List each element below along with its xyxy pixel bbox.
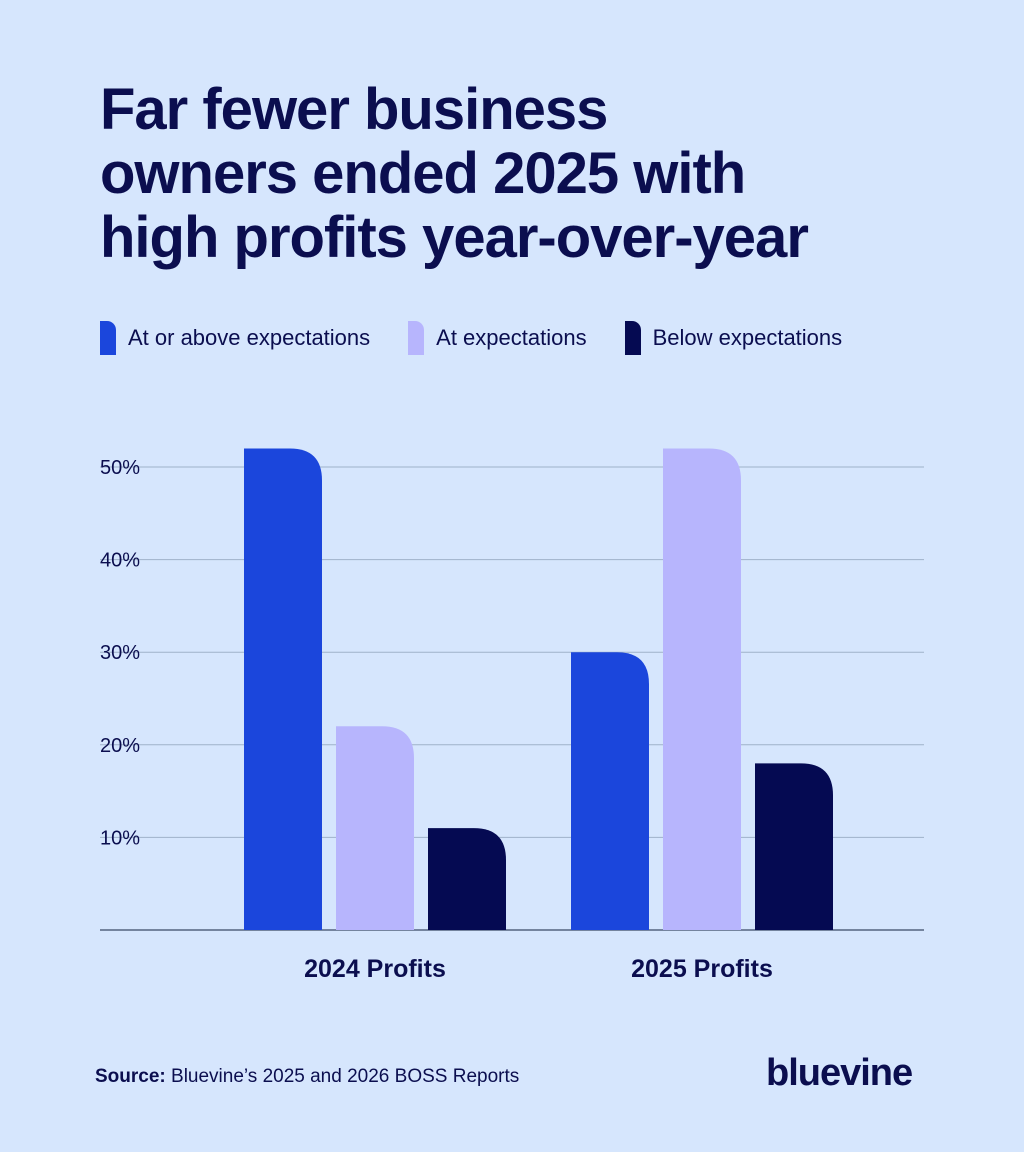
source-note: Source: Bluevine’s 2025 and 2026 BOSS Re… — [95, 1066, 519, 1088]
legend-item-at: At expectations — [408, 321, 587, 355]
y-tick-label: 30% — [100, 642, 140, 664]
bluevine-logo: bluevine — [766, 1052, 913, 1094]
y-tick-label: 40% — [100, 550, 140, 572]
legend-label-at: At expectations — [436, 325, 587, 350]
legend-label-below: Below expectations — [652, 325, 843, 350]
legend-item-at-or-above: At or above expectations — [100, 321, 370, 355]
chart-title-line-3: high profits year-over-year — [100, 205, 809, 270]
bar-1-2 — [336, 726, 414, 930]
y-tick-label: 50% — [100, 457, 140, 479]
x-category-label: 2025 Profits — [631, 955, 773, 983]
legend-swatch-at-or-above — [100, 321, 116, 355]
legend-label-at-or-above: At or above expectations — [128, 325, 371, 350]
legend-swatch-at — [408, 321, 425, 355]
x-category-label: 2024 Profits — [304, 955, 446, 983]
chart-title-line-1: Far fewer business — [100, 77, 608, 142]
bar-1-3 — [428, 828, 506, 930]
bar-2-3 — [755, 763, 833, 930]
source-label: Source: — [95, 1066, 166, 1087]
bar-2-2 — [663, 448, 741, 930]
y-tick-label: 20% — [100, 735, 140, 757]
bar-chart: 10% 20% 30% 40% 50% 2024 Profits 2025 Profits — [100, 448, 924, 983]
legend-swatch-below — [624, 321, 641, 355]
chart-legend: At or above expectations At expectations… — [100, 318, 940, 358]
bar-1-1 — [244, 448, 322, 930]
chart-title-line-2: owners ended 2025 with — [100, 141, 746, 206]
legend-item-below: Below expectations — [624, 321, 843, 355]
y-tick-label: 10% — [100, 827, 140, 849]
chart-title: Far fewer business owners ended 2025 wit… — [100, 78, 920, 270]
source-text: Bluevine’s 2025 and 2026 BOSS Reports — [171, 1066, 520, 1087]
bar-2-1 — [571, 652, 649, 930]
